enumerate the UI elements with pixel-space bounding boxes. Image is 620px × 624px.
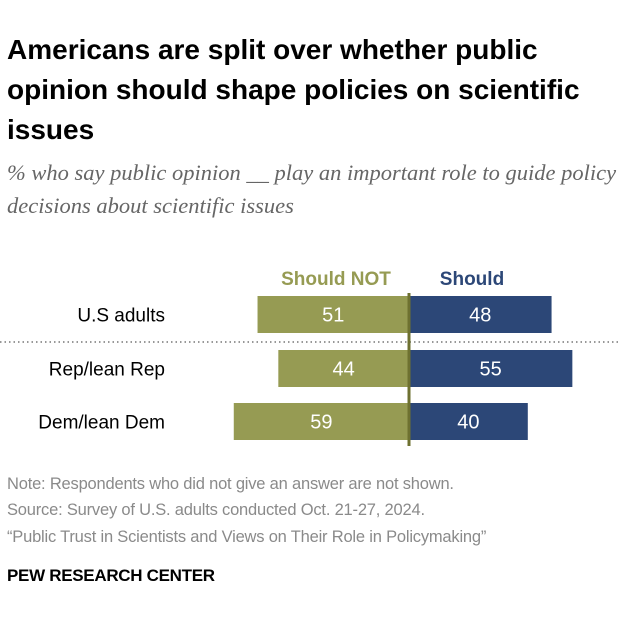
diverging-bar-chart: Should NOT Should U.S adults 51 48 Rep/lean R… bbox=[0, 269, 620, 446]
bar-should bbox=[409, 296, 552, 333]
data-label: 59 bbox=[310, 412, 332, 434]
chart-title: Americans are split over whether public … bbox=[7, 34, 580, 145]
category-label: Rep/lean Rep bbox=[49, 360, 165, 381]
data-label: 40 bbox=[457, 412, 479, 434]
legend-label-should-not: Should NOT bbox=[281, 269, 391, 290]
data-label: 48 bbox=[469, 305, 491, 327]
category-label: Dem/lean Dem bbox=[38, 413, 165, 434]
data-label: 44 bbox=[333, 359, 355, 381]
bar-should bbox=[409, 403, 528, 440]
chart-subtitle: % who say public opinion __ play an impo… bbox=[7, 160, 617, 218]
data-label: 55 bbox=[480, 359, 502, 381]
note-text: Note: Respondents who did not give an an… bbox=[7, 475, 454, 493]
bar-should-not bbox=[233, 403, 409, 440]
pew-logo-text: PEW RESEARCH CENTER bbox=[7, 566, 215, 585]
data-label: 51 bbox=[322, 305, 344, 327]
bar-should bbox=[409, 350, 573, 387]
source-text: Source: Survey of U.S. adults conducted … bbox=[7, 501, 425, 519]
report-title-text: “Public Trust in Scientists and Views on… bbox=[7, 528, 487, 546]
legend-label-should: Should bbox=[440, 269, 504, 290]
bar-should-not bbox=[278, 350, 409, 387]
category-label: U.S adults bbox=[77, 306, 165, 327]
bar-should-not bbox=[257, 296, 409, 333]
